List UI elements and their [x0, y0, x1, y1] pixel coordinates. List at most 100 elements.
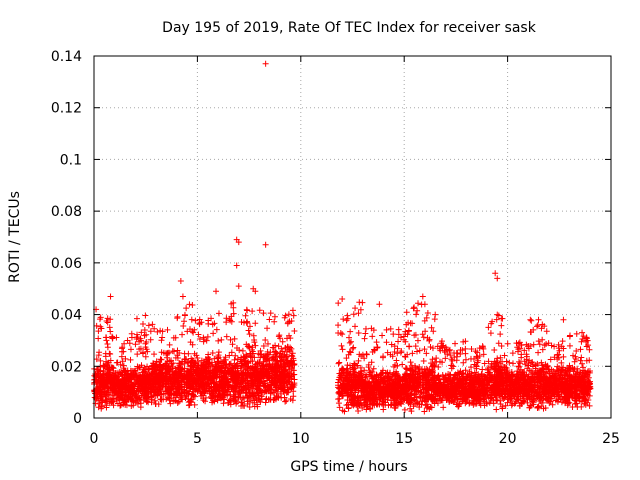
data-point	[246, 323, 253, 330]
data-point	[274, 368, 281, 375]
data-point	[100, 375, 107, 382]
data-point	[127, 367, 134, 374]
data-point	[277, 357, 284, 364]
data-point	[123, 380, 130, 387]
data-point	[249, 399, 256, 406]
data-point	[181, 381, 188, 388]
data-point	[137, 383, 144, 390]
data-point	[179, 366, 186, 373]
data-point	[206, 380, 213, 387]
data-point	[248, 354, 255, 361]
data-point	[109, 333, 116, 340]
data-point	[280, 358, 287, 365]
data-point	[186, 375, 193, 382]
data-point	[275, 393, 282, 400]
data-point	[137, 404, 144, 411]
data-point	[279, 366, 286, 373]
data-point	[277, 372, 284, 379]
data-point	[94, 393, 101, 400]
data-point	[99, 381, 106, 388]
data-point	[379, 332, 386, 339]
data-point	[167, 400, 174, 407]
data-point	[209, 375, 216, 382]
data-point	[246, 387, 253, 394]
data-point	[397, 349, 404, 356]
data-point	[181, 350, 188, 357]
data-point	[147, 328, 154, 335]
data-point	[104, 344, 111, 351]
data-point	[414, 337, 421, 344]
data-point	[210, 330, 217, 337]
data-point	[198, 392, 205, 399]
data-point	[339, 346, 346, 353]
data-point	[104, 385, 111, 392]
data-point	[202, 356, 209, 363]
data-point	[230, 304, 237, 311]
data-point	[115, 391, 122, 398]
data-point	[271, 389, 278, 396]
data-point	[285, 363, 292, 370]
data-point	[220, 400, 227, 407]
data-point	[153, 358, 160, 365]
data-point	[143, 389, 150, 396]
data-point	[479, 366, 486, 373]
data-point	[266, 376, 273, 383]
data-point	[535, 338, 542, 345]
data-point	[104, 315, 111, 322]
data-point	[151, 325, 158, 332]
data-point	[132, 341, 139, 348]
data-point	[279, 348, 286, 355]
data-point	[194, 373, 201, 380]
data-point	[142, 366, 149, 373]
data-point	[238, 318, 245, 325]
data-point	[107, 351, 114, 358]
data-point	[242, 382, 249, 389]
data-point	[94, 369, 101, 376]
data-point	[170, 360, 177, 367]
data-point	[140, 349, 147, 356]
data-point	[380, 353, 387, 360]
chart-title: Day 195 of 2019, Rate Of TEC Index for r…	[162, 20, 537, 36]
data-point	[271, 356, 278, 363]
data-point	[200, 397, 207, 404]
data-point	[95, 335, 102, 342]
data-point	[244, 394, 251, 401]
data-point	[284, 320, 291, 327]
data-point	[120, 365, 127, 372]
data-point	[221, 370, 228, 377]
data-point	[142, 384, 149, 391]
data-point	[174, 313, 181, 320]
data-point	[96, 400, 103, 407]
data-point	[233, 361, 240, 368]
data-point	[125, 388, 132, 395]
data-point	[174, 347, 181, 354]
data-point	[215, 310, 222, 317]
data-point	[106, 378, 113, 385]
data-point	[125, 396, 132, 403]
data-point	[97, 397, 104, 404]
data-point	[270, 353, 277, 360]
data-point	[246, 331, 253, 338]
data-point	[383, 326, 390, 333]
data-point	[166, 390, 173, 397]
data-point	[230, 395, 237, 402]
data-point	[246, 404, 253, 411]
data-point	[228, 349, 235, 356]
data-point	[181, 389, 188, 396]
data-point	[284, 372, 291, 379]
data-point	[92, 376, 99, 383]
data-point	[181, 318, 188, 325]
data-point	[187, 359, 194, 366]
data-point	[244, 359, 251, 366]
data-point	[216, 394, 223, 401]
data-point	[141, 332, 148, 339]
data-point	[228, 313, 235, 320]
data-point	[175, 398, 182, 405]
data-point	[133, 315, 140, 322]
data-point	[187, 397, 194, 404]
data-point	[200, 381, 207, 388]
data-point	[226, 361, 233, 368]
data-point	[185, 402, 192, 409]
data-point	[151, 397, 158, 404]
data-point	[227, 401, 234, 408]
